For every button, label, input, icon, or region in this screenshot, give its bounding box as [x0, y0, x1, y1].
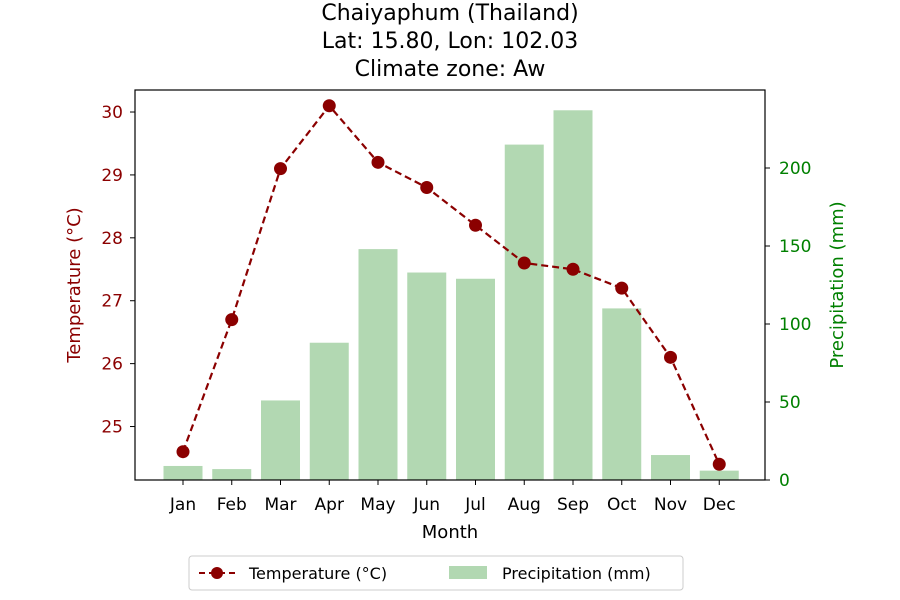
temperature-point-jun: [420, 181, 434, 194]
chart-title: Chaiyaphum (Thailand) Lat: 15.80, Lon: 1…: [0, 0, 900, 84]
left-tick-label: 26: [101, 355, 123, 375]
precip-bar-jul: [456, 278, 495, 480]
x-tick-label: Sep: [557, 495, 589, 515]
right-axis-label: Precipitation (mm): [827, 201, 848, 368]
temperature-point-may: [371, 155, 385, 169]
left-tick-label: 30: [101, 103, 123, 123]
chart-title-line-1: Chaiyaphum (Thailand): [321, 1, 579, 26]
legend-temperature-marker: [211, 567, 223, 579]
temperature-point-apr: [322, 99, 336, 113]
x-tick-label: Jun: [412, 495, 440, 515]
precip-bar-jun: [407, 272, 447, 480]
x-tick-label: Feb: [217, 495, 247, 515]
right-tick-label: 150: [779, 237, 811, 257]
x-tick-label: Oct: [607, 495, 637, 515]
left-tick-label: 29: [101, 166, 123, 186]
right-tick-label: 0: [779, 471, 790, 491]
precip-bar-aug: [504, 144, 544, 480]
precip-bar-sep: [553, 110, 593, 480]
left-tick-label: 27: [101, 292, 123, 312]
precip-bar-apr: [309, 342, 349, 480]
temperature-point-nov: [664, 350, 677, 364]
x-tick-label: Jan: [169, 495, 196, 515]
temperature-point-jul: [469, 218, 482, 232]
temperature-point-oct: [615, 281, 629, 295]
left-tick-label: 28: [101, 229, 123, 249]
legend-precip-swatch: [449, 566, 487, 579]
legend-box: [188, 555, 684, 591]
precip-bar-nov: [651, 455, 690, 480]
right-tick-label: 100: [779, 315, 811, 335]
precip-bar-oct: [602, 308, 642, 480]
x-tick-label: May: [360, 495, 395, 515]
x-tick-label: Aug: [508, 495, 541, 515]
precip-bar-may: [358, 249, 398, 480]
temperature-point-dec: [712, 457, 726, 471]
temperature-point-mar: [274, 162, 287, 176]
left-tick-label: 25: [101, 418, 123, 438]
chart-title-line-2: Lat: 15.80, Lon: 102.03: [321, 29, 579, 54]
plot-frame: [134, 89, 766, 481]
right-tick-label: 50: [779, 393, 801, 413]
left-axis-ticks: 25 26 27 28 29 30: [101, 103, 135, 438]
legend-temperature-label: Temperature (°C): [248, 564, 387, 583]
temperature-point-sep: [566, 262, 580, 276]
temperature-point-feb: [225, 313, 239, 327]
precip-bar-dec: [699, 470, 739, 480]
left-axis-label: Temperature (°C): [64, 207, 85, 363]
precipitation-bars: [163, 110, 739, 480]
x-tick-label: Apr: [315, 495, 344, 515]
x-tick-label: Jul: [464, 495, 486, 515]
legend-precip-label: Precipitation (mm): [502, 564, 651, 583]
x-axis-ticks: Jan Feb Mar Apr May Jun Jul Aug Sep Oct Nov Dec: [169, 480, 736, 515]
legend: Temperature (°C) Precipitation (mm): [188, 555, 684, 591]
x-tick-label: Dec: [703, 495, 736, 515]
x-tick-label: Nov: [654, 495, 687, 515]
chart-title-line-3: Climate zone: Aw: [354, 57, 546, 82]
temperature-series-line: [181, 103, 721, 465]
right-axis-ticks: 0 50 100 150 200: [765, 159, 811, 491]
right-tick-label: 200: [779, 159, 811, 179]
precip-bar-feb: [212, 469, 252, 480]
x-axis-label: Month: [422, 522, 478, 543]
x-tick-label: Mar: [264, 495, 296, 515]
precip-bar-mar: [261, 400, 300, 480]
temperature-line: [176, 99, 726, 471]
precip-bar-jan: [163, 465, 203, 480]
temperature-point-jan: [176, 445, 190, 459]
temperature-point-aug: [517, 256, 531, 270]
